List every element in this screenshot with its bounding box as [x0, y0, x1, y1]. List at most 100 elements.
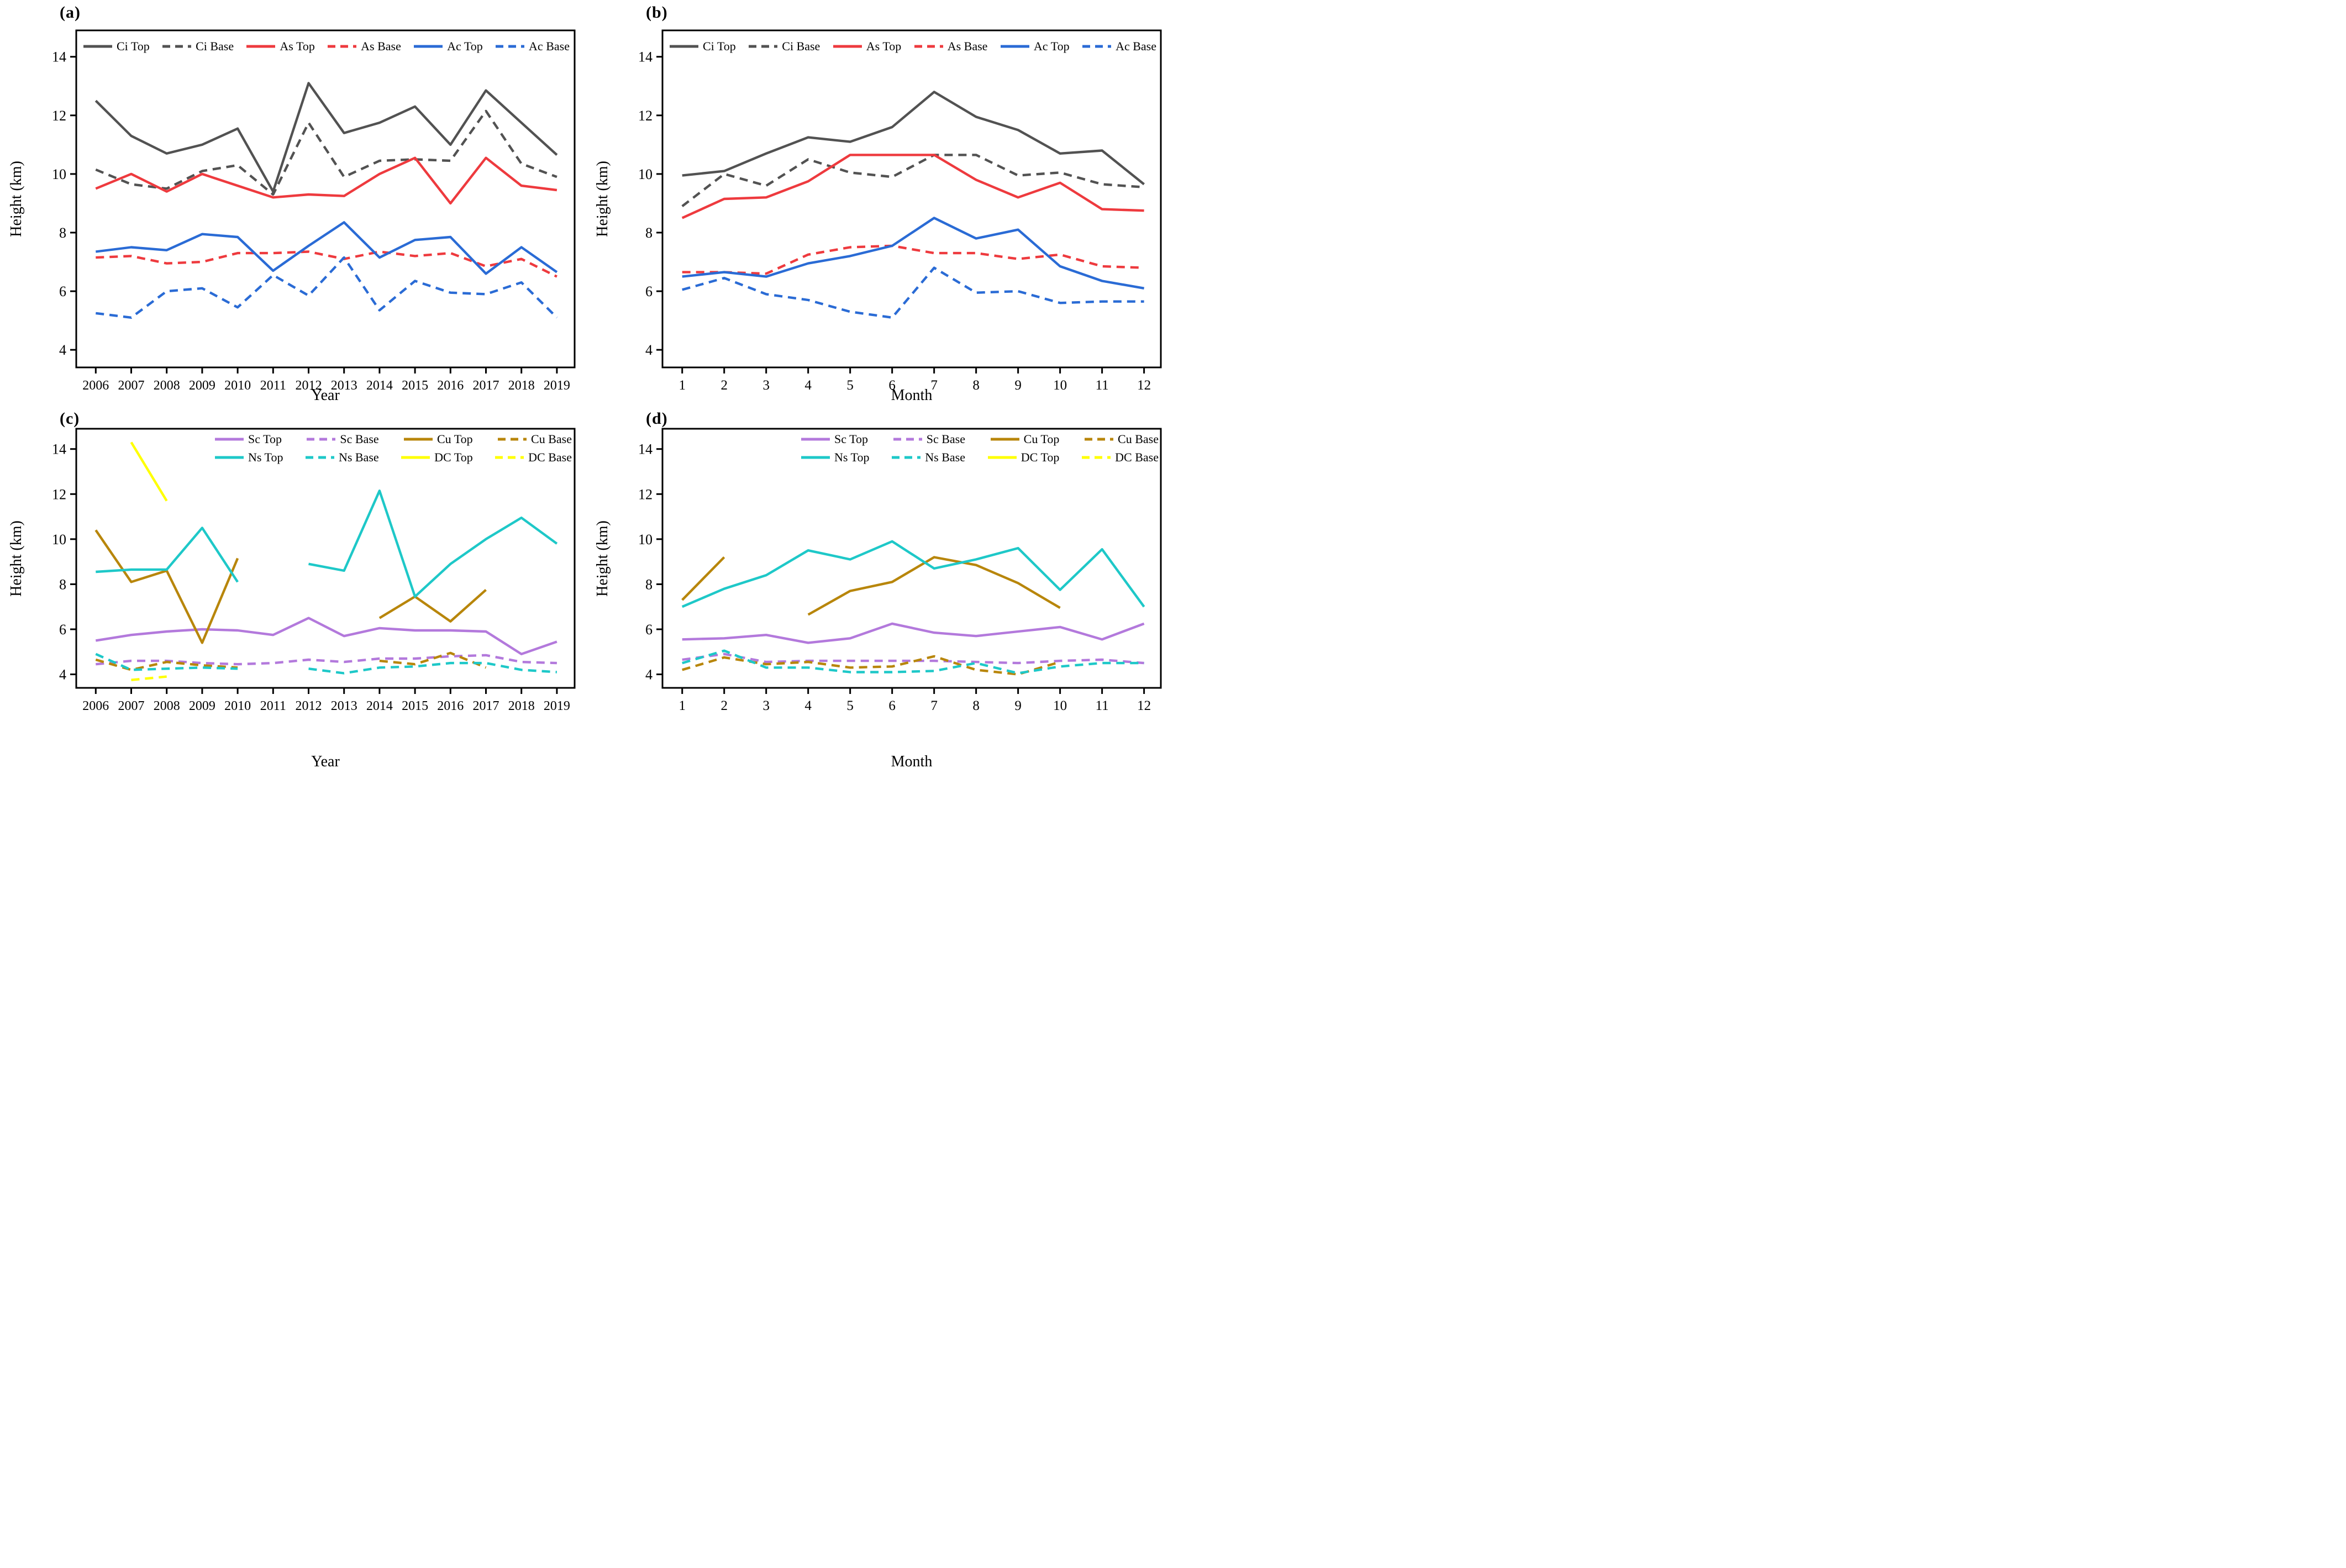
series-b-ci-base [681, 154, 1144, 208]
series-a-as-base [96, 250, 557, 278]
y-axis-ticks: 4 6 8 10 12 14 [52, 49, 76, 358]
legend-item-as-base: As Base [327, 39, 401, 54]
x-tick-label: 2012 [296, 378, 322, 393]
x-tick-label: 2019 [544, 699, 570, 713]
y-tick-label: 10 [638, 166, 653, 182]
y-tick-label: 14 [52, 49, 66, 65]
legend-label-ci-top: Ci Top [703, 39, 736, 53]
legend-item-cu-top: Cu Top [403, 432, 473, 446]
legend-item-ci-base: Ci Base [162, 39, 234, 54]
x-tick-label: 4 [804, 378, 812, 393]
legend-line-sample-ac-top [1000, 45, 1029, 48]
x-axis-ticks: 1 2 3 4 5 6 7 8 9 10 11 12 [678, 367, 1151, 393]
x-tick-label: 2013 [331, 699, 357, 713]
x-tick-label: 2010 [224, 699, 251, 713]
series-c-sc-base [96, 654, 557, 666]
legend-item-ns-top: Ns Top [801, 450, 869, 465]
legend-line-sample-ci-top [83, 45, 112, 48]
legend-item-ci-top: Ci Top [669, 39, 736, 54]
series-c-dc-base [131, 675, 167, 681]
legend-line-sample-sc-base [307, 438, 336, 441]
legend-label-cu-top: Cu Top [1023, 432, 1060, 446]
y-axis-ticks: 4 6 8 10 12 14 [638, 441, 662, 683]
series-b-as-base [682, 244, 1144, 275]
legend-label-ns-base: Ns Base [925, 450, 965, 464]
legend-label-sc-base: Sc Base [340, 432, 379, 446]
series-a-as-top [95, 156, 557, 205]
x-tick-label: 2 [720, 378, 728, 393]
series-c-ns-base [95, 653, 238, 671]
legend-line-sample-ci-top [670, 45, 698, 48]
y-tick-label: 6 [59, 622, 66, 638]
legend-item-sc-top: Sc Top [214, 432, 282, 446]
series-a-ci-base [95, 109, 557, 196]
x-tick-label: 2015 [402, 378, 428, 393]
legend-label-cu-base: Cu Base [1118, 432, 1159, 446]
x-tick-label: 2018 [508, 378, 535, 393]
plot-frame [75, 428, 576, 689]
x-tick-label: 2014 [366, 699, 393, 713]
legend-label-ns-top: Ns Top [834, 450, 870, 464]
y-tick-label: 12 [52, 486, 66, 502]
legend-item-dc-top: DC Top [987, 450, 1059, 465]
x-tick-label: 2009 [189, 699, 215, 713]
legend-line-sample-cu-top [990, 438, 1019, 441]
series-c-ns-base [308, 661, 557, 675]
x-tick-label: 2015 [402, 699, 428, 713]
x-tick-label: 2014 [366, 378, 393, 393]
series-a-ac-base [96, 256, 558, 319]
legend-label-as-top: As Top [866, 39, 902, 53]
panel-a: 4 6 8 10 12 14 2006 2007 2008 2009 2010 2011 2012 201… [0, 0, 586, 412]
x-tick-label: 1 [678, 378, 686, 393]
x-tick-label: 2006 [82, 378, 109, 393]
panel-b: 4 6 8 10 12 14 1 2 3 4 5 6 7 8 9 10 11 12 (b) Height (km)… [586, 0, 1173, 412]
x-tick-label: 5 [846, 698, 854, 713]
series-d-ns-top [681, 540, 1145, 608]
x-tick-label: 7 [930, 378, 938, 393]
legend-row: Sc Top Sc Base Cu Top Cu Base [801, 432, 1159, 446]
x-tick-label: 10 [1053, 378, 1067, 393]
y-axis-ticks: 4 6 8 10 12 14 [52, 441, 76, 683]
series-b-ac-base [682, 266, 1144, 319]
legend-item-ac-base: Ac Base [1082, 39, 1156, 54]
legend-label-ac-base: Ac Base [1116, 39, 1156, 53]
x-tick-label: 8 [972, 378, 980, 393]
x-tick-label: 2012 [296, 699, 322, 713]
legend-item-as-top: As Top [833, 39, 901, 54]
legend-line-sample-ac-top [414, 45, 443, 48]
series-b-as-top [681, 154, 1144, 219]
x-tick-label: 11 [1096, 698, 1109, 713]
series-a-ac-top [96, 221, 558, 275]
series-c-ns-top [96, 527, 239, 583]
legend-label-sc-top: Sc Top [248, 432, 282, 446]
x-tick-label: 6 [888, 378, 896, 393]
y-tick-label: 8 [59, 225, 66, 241]
legend-label-ci-base: Ci Base [196, 39, 234, 53]
legend-item-ci-base: Ci Base [748, 39, 820, 54]
panel-a-legend: Ci Top Ci Base As Top As Base Ac Top Ac Base [83, 39, 570, 54]
x-tick-label: 2017 [473, 699, 499, 713]
legend-line-sample-ac-base [496, 45, 525, 48]
legend-label-as-base: As Base [947, 39, 988, 53]
panel-a-y-axis-title: Height (km) [8, 161, 25, 237]
series-d-cu-top [807, 556, 1061, 616]
plot-frame [661, 29, 1162, 369]
plot-area-a: 4 6 8 10 12 14 2006 2007 2008 2009 2010 2011 2012 201… [52, 29, 576, 393]
x-tick-label: 2011 [260, 699, 286, 713]
x-tick-label: 11 [1096, 378, 1109, 393]
x-tick-label: 9 [1014, 378, 1022, 393]
plot-frame [661, 428, 1162, 689]
legend-line-sample-dc-base [495, 456, 524, 459]
x-axis-ticks: 1 2 3 4 5 6 7 8 9 10 11 12 [678, 688, 1151, 713]
x-tick-label: 2017 [473, 378, 499, 393]
legend-line-sample-cu-base [498, 438, 527, 441]
legend-line-sample-dc-top [401, 456, 430, 459]
legend-label-dc-base: DC Base [528, 450, 572, 464]
legend-line-sample-ci-base [162, 45, 192, 48]
legend-item-ns-top: Ns Top [214, 450, 283, 465]
series-c-cu-top [378, 588, 487, 623]
legend-item-ci-top: Ci Top [83, 39, 150, 54]
x-tick-label: 5 [846, 378, 854, 393]
x-tick-label: 1 [678, 698, 686, 713]
